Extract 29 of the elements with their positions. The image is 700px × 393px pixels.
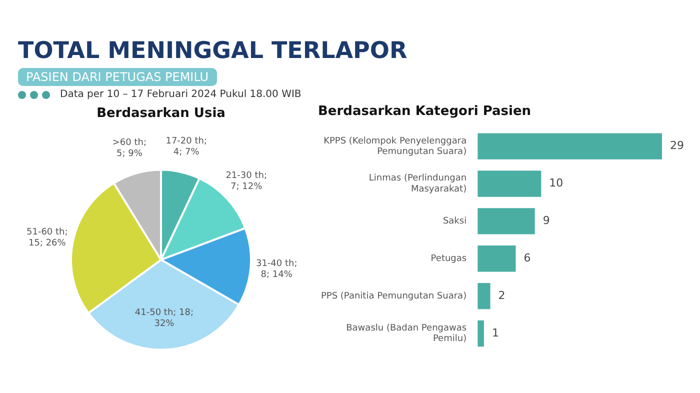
text: Data per 10 – 17 Februari 2024 Pukul 18.00 WIB bbox=[60, 89, 302, 100]
slice-label: 51-60 th; 15; 26% bbox=[26, 227, 68, 248]
y-tick-label: KPPS (Kelompok Penyelenggara Pemungutan Suara) bbox=[324, 136, 467, 158]
data-label: 10 bbox=[549, 176, 564, 190]
data-label: 1 bbox=[492, 326, 499, 340]
bar bbox=[478, 170, 542, 197]
chart-title: Berdasarkan Kategori Pasien bbox=[318, 104, 532, 120]
text: TOTAL MENINGGAL TERLAPOR bbox=[18, 38, 408, 64]
bar bbox=[478, 133, 662, 160]
slice-label: >60 th; 5; 9% bbox=[112, 138, 146, 160]
data-label: 29 bbox=[670, 139, 684, 152]
y-tick-label: Bawaslu (Badan Pengawas Pemilu) bbox=[346, 323, 467, 344]
data-label: 9 bbox=[542, 214, 550, 228]
slice-label: 41-50 th; 18; 32% bbox=[134, 308, 194, 330]
y-tick-label: Linmas (Perlindungan Masyarakat) bbox=[368, 174, 467, 194]
y-tick-label: Saksi bbox=[442, 216, 467, 227]
bar bbox=[478, 246, 516, 272]
data-label: 2 bbox=[498, 288, 506, 302]
y-tick-label: PPS (Panitia Pemungutan Suara) bbox=[320, 291, 467, 302]
bar bbox=[478, 282, 490, 310]
text: PASIEN DARI PETUGAS PEMILU bbox=[18, 68, 217, 86]
bar bbox=[478, 320, 484, 347]
bar bbox=[478, 208, 535, 234]
slice-label: 17-20 th; 4; 7% bbox=[166, 136, 208, 158]
slice-label: 21-30 th; 7; 12% bbox=[226, 171, 267, 192]
y-tick-label: Petugas bbox=[430, 254, 467, 264]
slice-label: 31-40 th; 8; 14% bbox=[256, 259, 298, 280]
data-label: 6 bbox=[524, 251, 531, 264]
chart-title: Berdasarkan Usia bbox=[96, 106, 226, 122]
